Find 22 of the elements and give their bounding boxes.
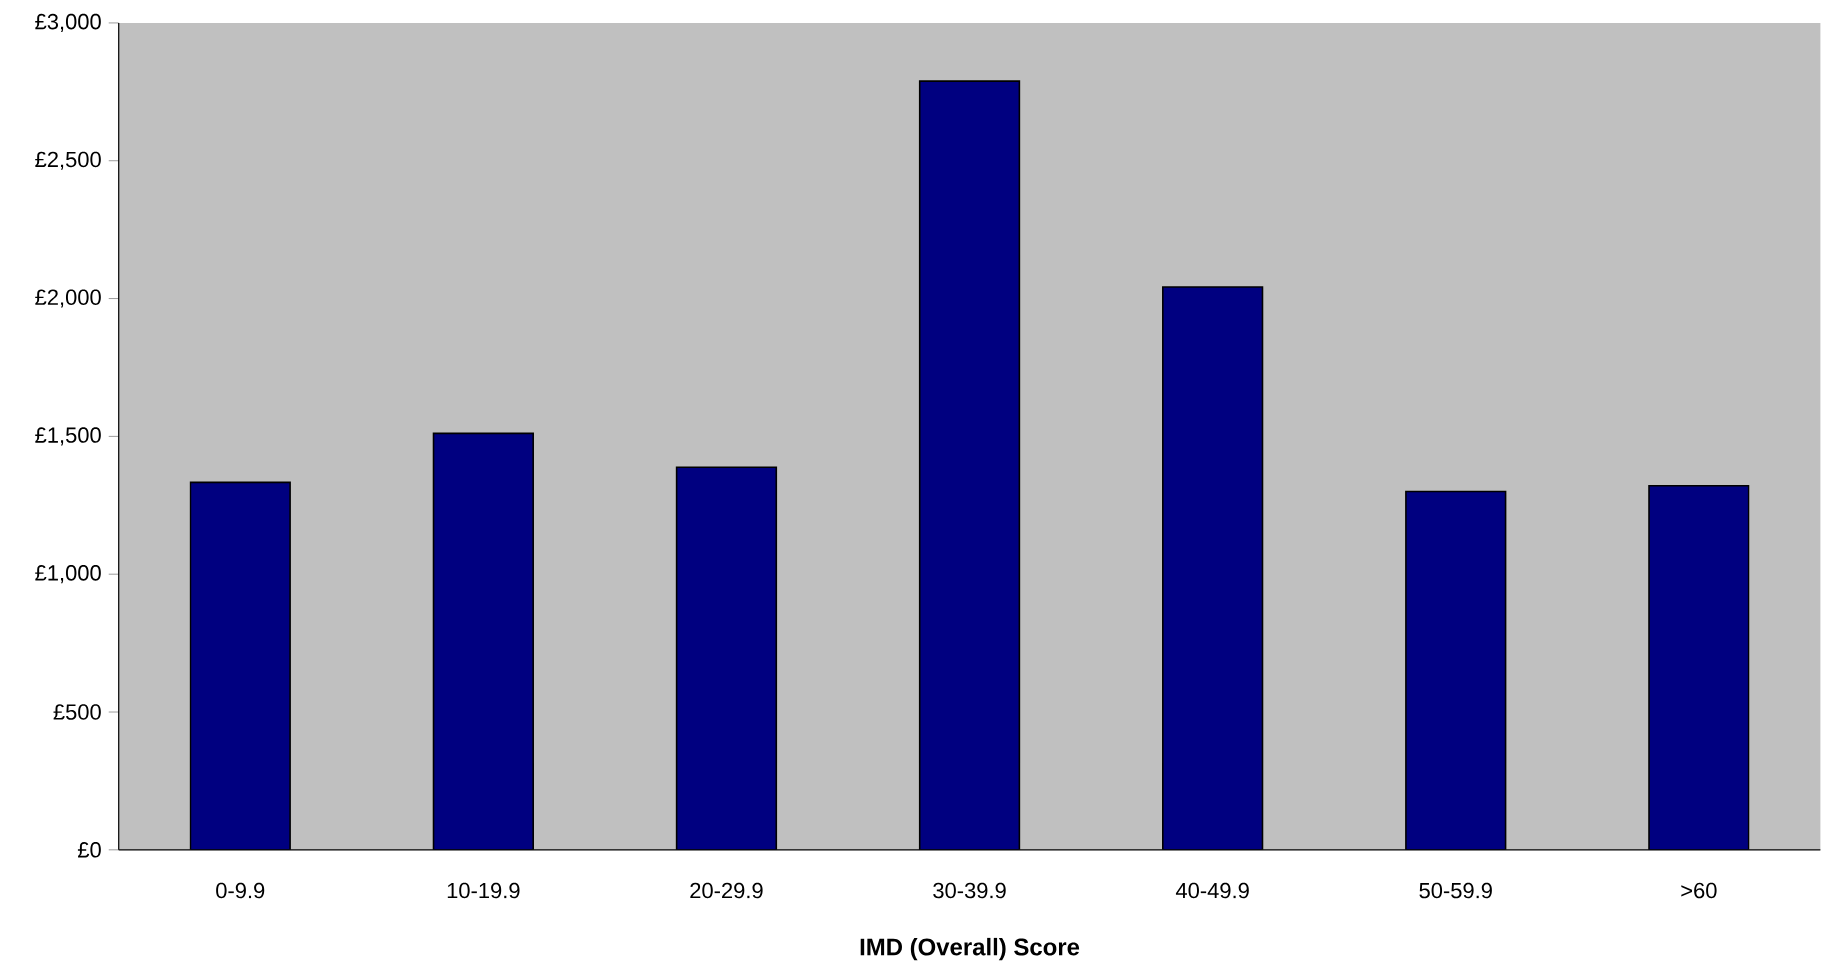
bar [189,481,291,850]
x-tick-label: 30-39.9 [933,882,1006,899]
y-tick-label: £1,500 [35,427,101,446]
x-tick-label: >60 [1681,882,1717,899]
x-tick-label: 50-59.9 [1419,882,1492,899]
y-tick-label: £0 [77,842,101,858]
bar [675,466,778,850]
y-tick-label: £2,000 [35,289,101,308]
bar [1648,485,1750,850]
y-tick-label: £1,000 [35,565,101,584]
y-tick-label: £3,000 [35,13,101,33]
bar [432,432,534,850]
x-axis-title: IMD (Overall) Score [860,937,1080,961]
bar [918,80,1021,850]
bar [1162,286,1264,850]
x-tick-label: 0-9.9 [216,882,265,899]
x-tick-label: 20-29.9 [690,882,763,899]
x-tick-label: 40-49.9 [1175,882,1249,899]
y-tick-label: £2,500 [35,151,101,170]
x-tick-label: 10-19.9 [447,882,520,899]
y-tick-label: £500 [53,704,101,720]
bar [1405,490,1507,850]
